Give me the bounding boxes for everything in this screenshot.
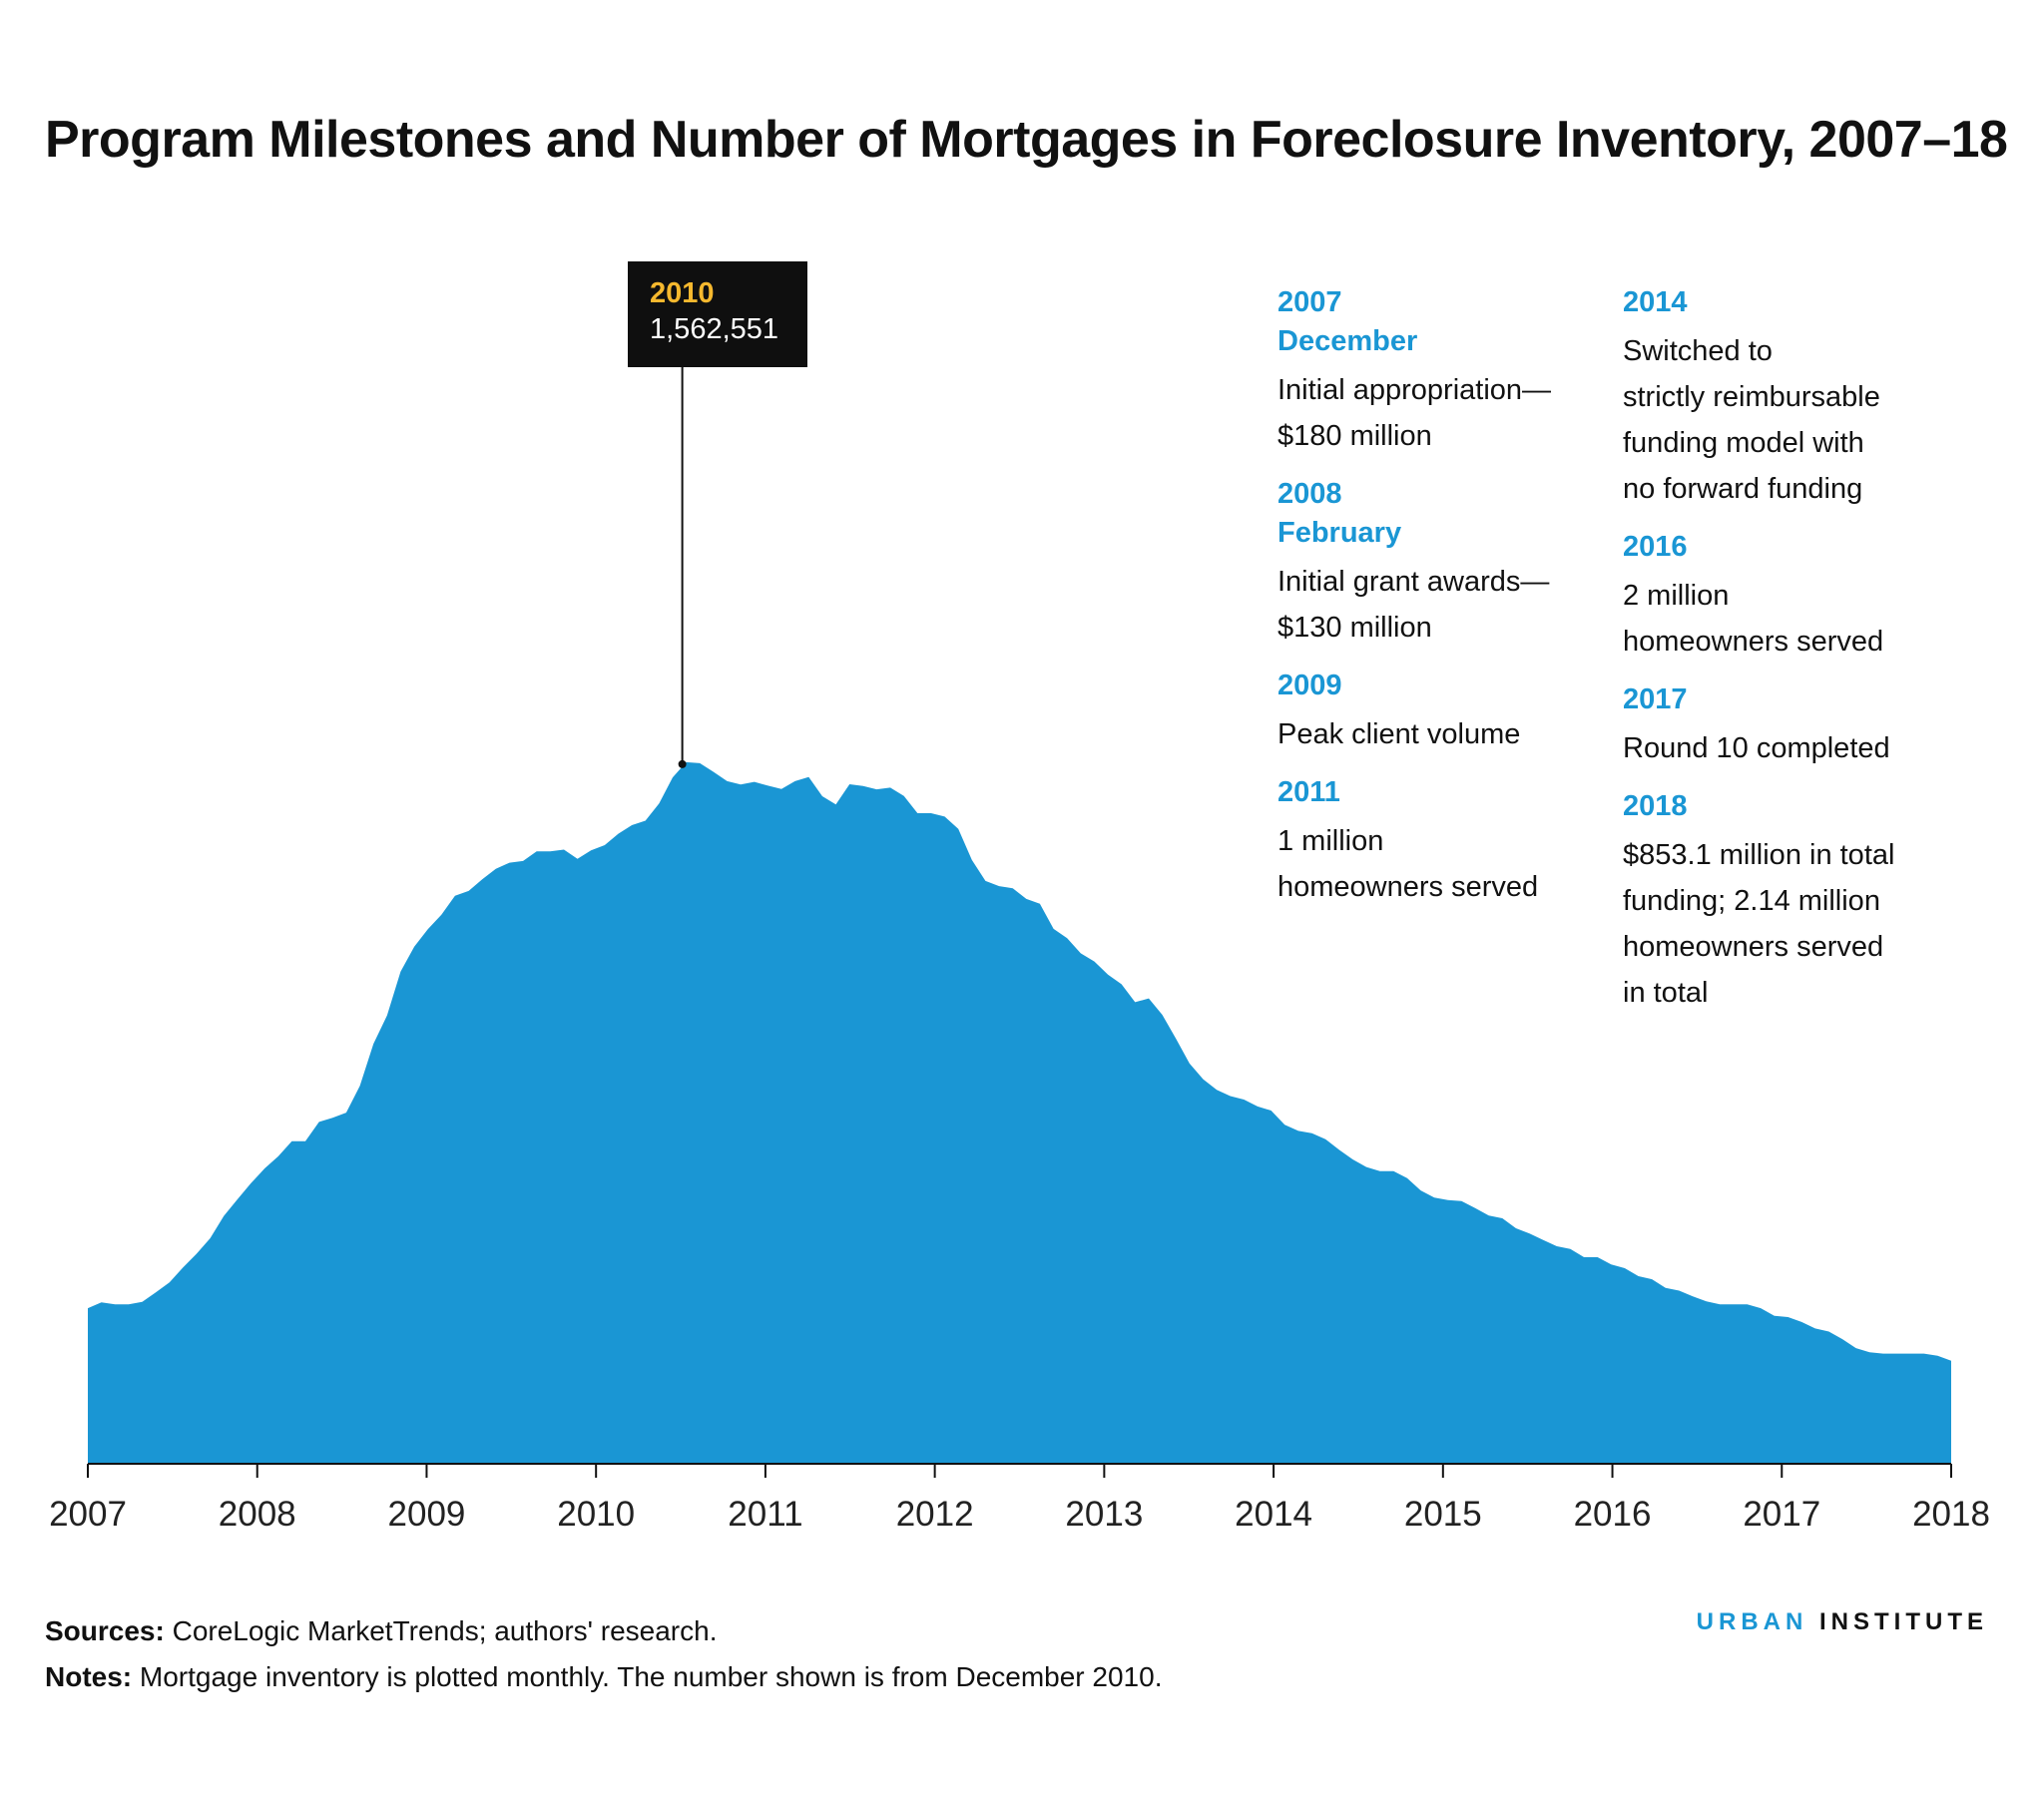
milestone-2016: 2016 2 million homeowners served	[1623, 528, 2002, 665]
milestone-text: $853.1 million in total funding; 2.14 mi…	[1623, 832, 2002, 1016]
sources-line: Sources: CoreLogic MarketTrends; authors…	[45, 1608, 1162, 1654]
brand-institute: INSTITUTE	[1819, 1608, 1988, 1635]
milestone-year: 2018	[1623, 790, 1688, 822]
milestone-year: 2011	[1278, 776, 1340, 808]
milestone-line: funding; 2.14 million	[1623, 885, 1880, 917]
milestone-year: 2014	[1623, 286, 1688, 318]
milestone-2018: 2018 $853.1 million in total funding; 2.…	[1623, 787, 2002, 1016]
x-tick-label: 2008	[219, 1495, 296, 1534]
milestones-left: 2007 December Initial appropriation— $18…	[1278, 283, 1607, 926]
notes-line: Notes: Mortgage inventory is plotted mon…	[45, 1654, 1162, 1700]
milestone-line: 1 million	[1278, 825, 1384, 857]
milestone-year: 2009	[1278, 670, 1342, 701]
urban-institute-logo: URBAN INSTITUTE	[1697, 1608, 1988, 1636]
milestone-line: $130 million	[1278, 612, 1432, 644]
milestone-2009: 2009 Peak client volume	[1278, 667, 1607, 757]
sources-text: CoreLogic MarketTrends; authors' researc…	[164, 1615, 718, 1646]
milestones-right: 2014 Switched to strictly reimbursable f…	[1623, 283, 2002, 1032]
milestone-line: Switched to	[1623, 335, 1773, 367]
milestone-2011: 2011 1 million homeowners served	[1278, 773, 1607, 910]
x-tick-label: 2014	[1235, 1495, 1312, 1534]
sources-label: Sources:	[45, 1615, 165, 1646]
milestone-line: homeowners served	[1623, 931, 1884, 963]
milestone-year: 2016	[1623, 531, 1688, 563]
milestone-line: 2 million	[1623, 580, 1730, 612]
milestone-2008: 2008 February Initial grant awards— $130…	[1278, 475, 1607, 651]
x-tick-label: 2018	[1912, 1495, 1990, 1534]
x-tick-label: 2017	[1743, 1495, 1820, 1534]
tooltip-value: 1,562,551	[650, 313, 779, 345]
milestone-line: homeowners served	[1278, 871, 1539, 903]
brand-urban: URBAN	[1696, 1608, 1808, 1635]
milestone-text: Round 10 completed	[1623, 725, 2002, 771]
x-tick-label: 2013	[1065, 1495, 1143, 1534]
milestone-line: homeowners served	[1623, 626, 1884, 658]
milestone-text: Initial appropriation— $180 million	[1278, 367, 1607, 459]
x-tick-label: 2010	[557, 1495, 635, 1534]
milestone-line: Initial grant awards—	[1278, 566, 1550, 598]
milestone-line: $180 million	[1278, 420, 1432, 452]
milestone-year: 2007	[1278, 286, 1342, 318]
milestone-2007: 2007 December Initial appropriation— $18…	[1278, 283, 1607, 459]
x-tick-label: 2007	[49, 1495, 127, 1534]
milestone-line: Initial appropriation—	[1278, 374, 1552, 406]
foreclosure-area	[88, 761, 1951, 1464]
milestone-year: 2008	[1278, 478, 1342, 510]
milestone-text: Initial grant awards— $130 million	[1278, 559, 1607, 651]
milestone-month: December	[1278, 325, 1418, 357]
milestone-line: $853.1 million in total	[1623, 839, 1895, 871]
chart-title: Program Milestones and Number of Mortgag…	[45, 111, 2008, 169]
x-tick-label: 2011	[728, 1495, 802, 1534]
milestone-line: in total	[1623, 977, 1709, 1009]
milestone-2014: 2014 Switched to strictly reimbursable f…	[1623, 283, 2002, 512]
x-tick-label: 2009	[388, 1495, 466, 1534]
milestone-line: Round 10 completed	[1623, 732, 1890, 764]
milestone-line: no forward funding	[1623, 473, 1863, 505]
milestone-2017: 2017 Round 10 completed	[1623, 680, 2002, 771]
notes-label: Notes:	[45, 1661, 133, 1692]
peak-marker	[678, 759, 687, 768]
milestone-text: Peak client volume	[1278, 711, 1607, 757]
milestone-month: February	[1278, 517, 1402, 549]
x-tick-label: 2016	[1574, 1495, 1652, 1534]
milestone-line: Peak client volume	[1278, 718, 1521, 750]
x-tick-label: 2015	[1404, 1495, 1482, 1534]
milestone-line: strictly reimbursable	[1623, 381, 1880, 413]
x-tick-label: 2012	[896, 1495, 974, 1534]
milestone-line: funding model with	[1623, 427, 1864, 459]
footer-notes: Sources: CoreLogic MarketTrends; authors…	[45, 1608, 1162, 1700]
peak-tooltip: 2010 1,562,551	[628, 261, 807, 367]
milestone-year: 2017	[1623, 683, 1688, 715]
milestone-text: Switched to strictly reimbursable fundin…	[1623, 328, 2002, 512]
tooltip-year: 2010	[650, 277, 715, 309]
milestone-text: 2 million homeowners served	[1623, 573, 2002, 665]
notes-text: Mortgage inventory is plotted monthly. T…	[132, 1661, 1163, 1692]
milestone-text: 1 million homeowners served	[1278, 818, 1607, 910]
